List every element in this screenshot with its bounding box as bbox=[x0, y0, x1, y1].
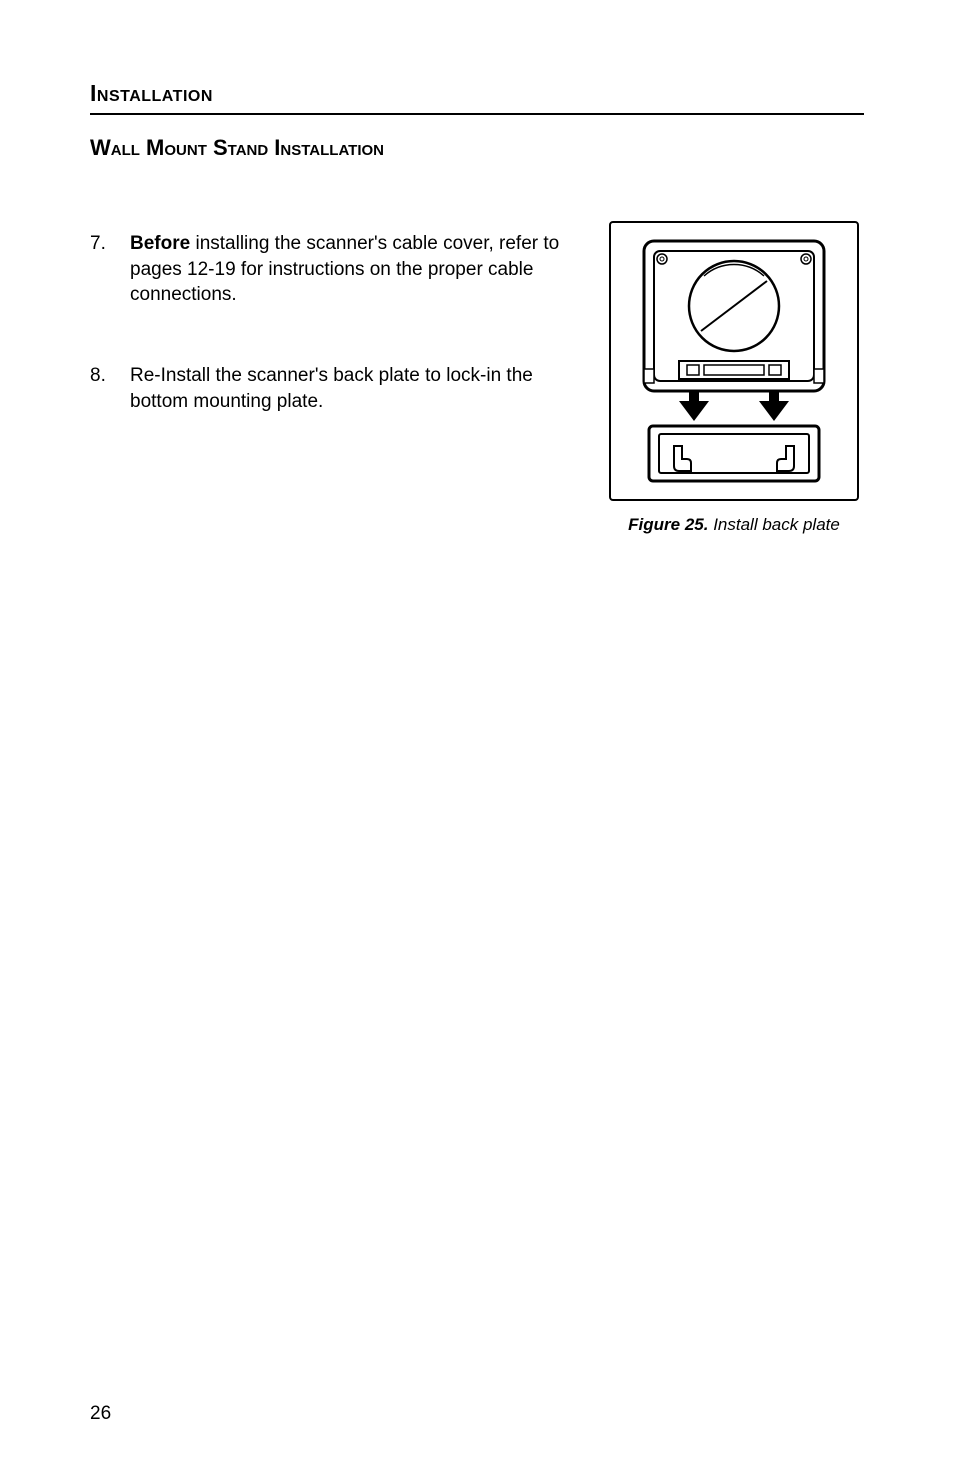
step-number: 7. bbox=[90, 231, 130, 308]
step-body: Re-Install the scanner's back plate to l… bbox=[130, 363, 574, 414]
step-7: 7. Before installing the scanner's cable… bbox=[90, 231, 574, 308]
sub-header-text: Wall Mount Stand Installation bbox=[90, 135, 384, 160]
sub-header: Wall Mount Stand Installation bbox=[90, 135, 864, 161]
section-header: Installation bbox=[90, 80, 864, 115]
steps-column: 7. Before installing the scanner's cable… bbox=[90, 221, 574, 469]
page-number: 26 bbox=[90, 1403, 111, 1425]
figure-column: Figure 25. Install back plate bbox=[604, 221, 864, 535]
step-8: 8. Re-Install the scanner's back plate t… bbox=[90, 363, 574, 414]
step-before-word: Before bbox=[130, 233, 190, 254]
figure-caption: Figure 25. Install back plate bbox=[628, 515, 840, 535]
figure-label-rest: Install back plate bbox=[708, 515, 839, 534]
step-body: Before installing the scanner's cable co… bbox=[130, 231, 574, 308]
section-header-text: Installation bbox=[90, 80, 213, 106]
content-row: 7. Before installing the scanner's cable… bbox=[90, 221, 864, 535]
step-number: 8. bbox=[90, 363, 130, 414]
step-rest: installing the scanner's cable cover, re… bbox=[130, 233, 559, 305]
figure-frame bbox=[609, 221, 859, 501]
install-back-plate-icon bbox=[619, 231, 849, 491]
figure-label-bold: Figure 25. bbox=[628, 515, 708, 534]
